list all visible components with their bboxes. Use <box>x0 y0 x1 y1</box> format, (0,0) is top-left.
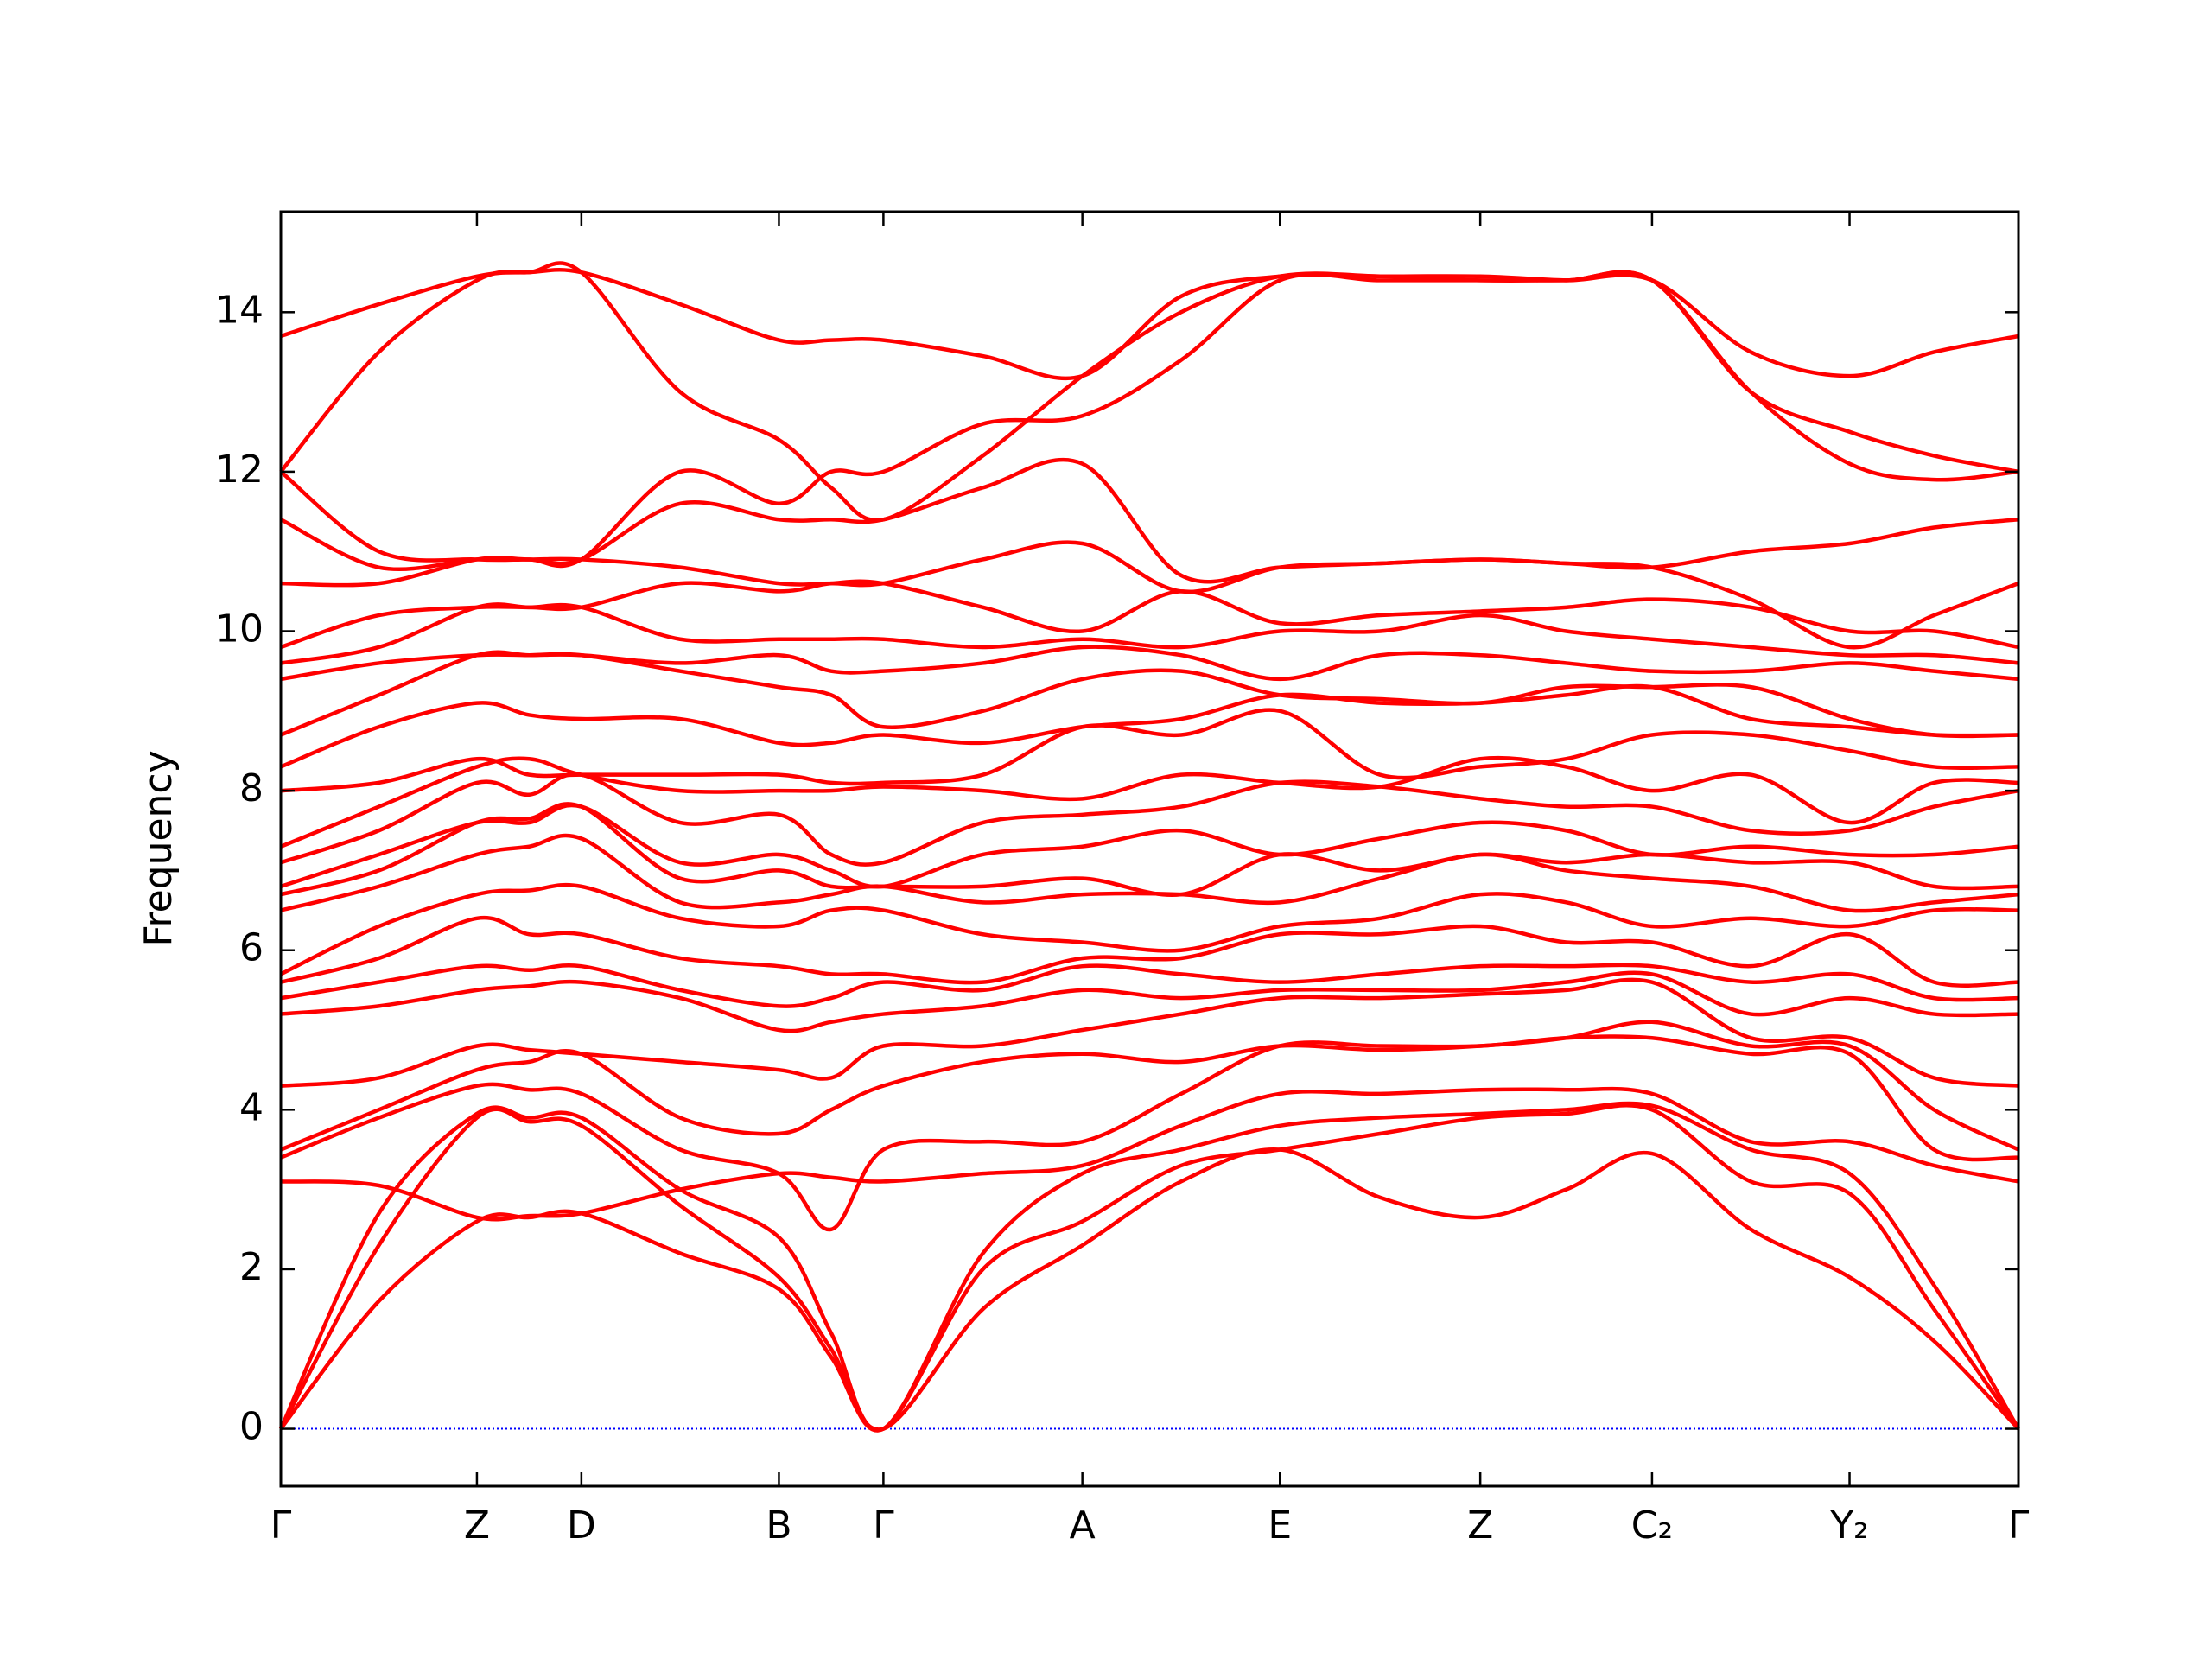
band-line <box>280 579 2019 650</box>
x-tick-label: Y₂ <box>1829 1503 1869 1548</box>
band-line <box>280 803 2019 889</box>
x-tick-label: Γ <box>873 1503 894 1548</box>
y-tick-label: 2 <box>239 1245 264 1289</box>
band-line <box>280 970 2019 1033</box>
y-tick-label: 12 <box>215 448 264 492</box>
band-line <box>280 882 2019 976</box>
band-line <box>280 267 2019 381</box>
x-tick-label: C₂ <box>1631 1503 1673 1548</box>
band-line <box>280 540 2019 650</box>
y-tick-label: 4 <box>239 1085 264 1129</box>
x-tick-label: Γ <box>2008 1503 2030 1548</box>
band-line <box>279 270 2019 569</box>
x-tick-label: Γ <box>270 1503 292 1548</box>
x-tick-label: A <box>1070 1503 1096 1548</box>
band-line <box>280 645 2019 682</box>
y-tick-label: 10 <box>215 607 264 652</box>
band-line <box>280 1034 2019 1232</box>
band-line <box>278 1101 2020 1433</box>
band-line <box>280 977 2019 1088</box>
y-tick-label: 14 <box>215 288 264 332</box>
y-axis-label: Frequency <box>137 750 181 946</box>
band-line <box>280 602 2019 665</box>
band-line <box>280 708 2019 793</box>
y-tick-label: 6 <box>239 926 264 970</box>
plot-frame <box>279 210 2020 1488</box>
band-line <box>280 802 2019 898</box>
band-line <box>279 1103 2020 1433</box>
x-tick-label: Z <box>1467 1503 1493 1548</box>
band-line <box>280 833 2019 913</box>
x-tick-label: D <box>567 1503 596 1548</box>
x-tick-label: E <box>1268 1503 1292 1548</box>
band-line <box>280 915 2019 988</box>
band-line <box>280 1020 2019 1152</box>
band-line <box>280 963 2019 1008</box>
y-tick-label: 8 <box>239 766 264 810</box>
band-line <box>279 261 2019 523</box>
band-line <box>280 683 2019 769</box>
band-line <box>280 1086 2019 1222</box>
x-tick-label: B <box>766 1503 791 1548</box>
band-line <box>280 755 2019 849</box>
band-line <box>279 1147 2020 1432</box>
y-tick-label: 0 <box>239 1405 264 1449</box>
x-tick-label: Z <box>464 1503 490 1548</box>
band-line <box>280 772 2019 867</box>
